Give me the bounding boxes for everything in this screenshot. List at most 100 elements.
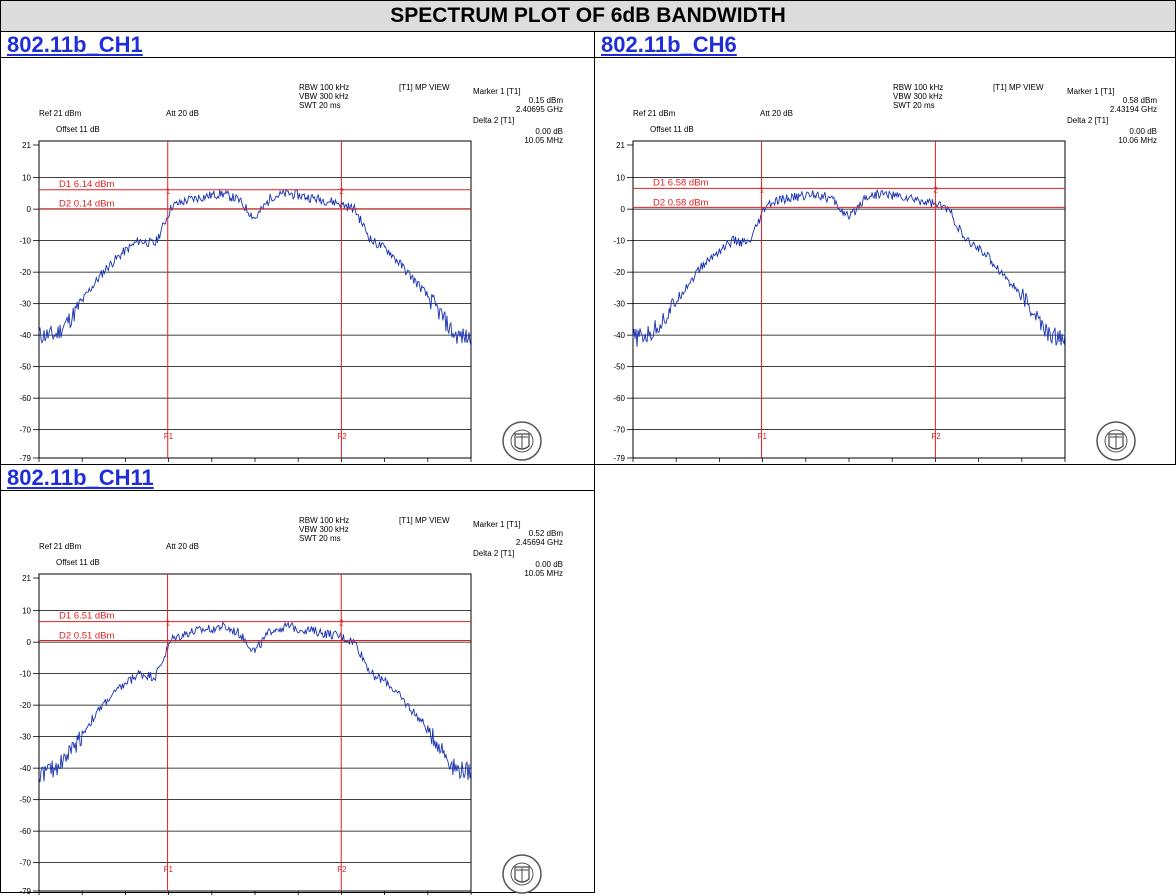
y-tick-label: -20 [19, 701, 31, 710]
y-tick-label: -70 [19, 859, 31, 868]
marker1-label: Marker 1 [T1] [1067, 87, 1115, 96]
delta2-level: 0.00 dB [535, 127, 563, 136]
offset-label: Offset 11 dB [56, 558, 100, 567]
f2-label: F2 [337, 432, 347, 441]
y-tick-label: 10 [22, 174, 31, 183]
channel-label: 802.11b_CH1 [7, 32, 143, 57]
ref-level-label: Ref 21 dBm [39, 542, 82, 551]
bv-shield-icon [1108, 433, 1124, 450]
label-divider [595, 57, 1175, 58]
bv-shield-icon [514, 866, 530, 883]
view-label: [T1] MP VIEW [993, 83, 1044, 92]
vbw-label: VBW 300 kHz [299, 92, 349, 101]
offset-label: Offset 11 dB [56, 125, 100, 134]
y-tick-label: -10 [613, 237, 625, 246]
f1-label: F1 [758, 432, 768, 441]
bv-cross-icon [516, 435, 528, 449]
bv-cross-icon [516, 868, 528, 882]
f2-label: F2 [931, 432, 941, 441]
y-tick-label: 0 [621, 205, 626, 214]
rbw-label: RBW 100 kHz [893, 83, 943, 92]
marker1-freq: 2.40695 GHz [516, 105, 563, 114]
marker1-freq: 2.45694 GHz [516, 538, 563, 547]
marker-2-label: 2 [339, 187, 344, 196]
f1-label: F1 [164, 432, 174, 441]
y-tick-label: -60 [19, 827, 31, 836]
y-tick-label: -20 [19, 268, 31, 277]
y-tick-label: -10 [19, 237, 31, 246]
marker1-level: 0.15 dBm [529, 96, 564, 105]
bv-shield-icon [514, 433, 530, 450]
vbw-label: VBW 300 kHz [893, 92, 943, 101]
y-tick-label: 0 [27, 205, 32, 214]
d1-label: D1 6.51 dBm [59, 611, 115, 622]
chart-cell-ch6: 802.11b_CH6 RBW 100 kHz VBW 300 kHz SWT 20… [594, 31, 1176, 465]
marker-1-label: 1 [166, 187, 171, 196]
d1-label: D1 6.58 dBm [653, 177, 709, 188]
marker-2-label: 2 [933, 185, 938, 194]
chart-cell-ch1: 802.11b_CH1 RBW 100 kHz VBW 300 kHz SWT 20… [0, 31, 595, 465]
marker1-freq: 2.43194 GHz [1110, 105, 1157, 114]
label-divider [1, 490, 594, 491]
f1-label: F1 [164, 865, 174, 874]
y-tick-label: -70 [19, 426, 31, 435]
y-tick-label: -10 [19, 670, 31, 679]
y-tick-label: 21 [616, 141, 625, 150]
spectrum-trace [38, 621, 472, 783]
d2-label: D2 0.14 dBm [59, 199, 115, 210]
delta2-freq: 10.05 MHz [524, 569, 563, 578]
delta2-label: Delta 2 [T1] [473, 116, 514, 125]
marker-2-label: 2 [339, 619, 344, 628]
y-tick-label: 21 [22, 141, 31, 150]
delta2-label: Delta 2 [T1] [1067, 116, 1108, 125]
y-tick-label: 10 [616, 174, 625, 183]
page-title: SPECTRUM PLOT OF 6dB BANDWIDTH [0, 0, 1176, 32]
y-tick-label: -40 [613, 331, 625, 340]
y-tick-label: -20 [613, 268, 625, 277]
marker1-label: Marker 1 [T1] [473, 87, 521, 96]
bureau-veritas-logo: BUREAUVERITAS [499, 854, 543, 896]
y-tick-label: -50 [19, 363, 31, 372]
delta2-freq: 10.06 MHz [1118, 136, 1157, 145]
attenuation-label: Att 20 dB [166, 109, 199, 118]
d2-label: D2 0.58 dBm [653, 197, 709, 208]
y-tick-label: -79 [19, 454, 31, 463]
d1-label: D1 6.14 dBm [59, 179, 115, 190]
bv-logo-top-text: BUREAU [499, 462, 545, 463]
spectrum-trace [38, 188, 472, 347]
y-tick-label: 10 [22, 607, 31, 616]
y-tick-label: -50 [613, 363, 625, 372]
y-tick-label: -30 [613, 300, 625, 309]
chart-cell-ch11: 802.11b_CH11 RBW 100 kHz VBW 300 kHz SWT 2… [0, 464, 595, 896]
y-tick-label: -40 [19, 331, 31, 340]
vbw-label: VBW 300 kHz [299, 525, 349, 534]
y-tick-label: -50 [19, 796, 31, 805]
delta2-freq: 10.05 MHz [524, 136, 563, 145]
bv-logo-top-text: BUREAU [1093, 462, 1139, 463]
marker-1-label: 1 [760, 185, 765, 194]
rbw-label: RBW 100 kHz [299, 516, 349, 525]
ref-level-label: Ref 21 dBm [39, 109, 82, 118]
bureau-veritas-logo: BUREAUVERITAS [499, 421, 545, 463]
view-label: [T1] MP VIEW [399, 83, 450, 92]
swt-label: SWT 20 ms [893, 101, 935, 110]
marker1-level: 0.52 dBm [529, 529, 564, 538]
swt-label: SWT 20 ms [299, 101, 341, 110]
delta2-level: 0.00 dB [535, 560, 563, 569]
y-tick-label: -70 [613, 426, 625, 435]
y-tick-label: -79 [19, 887, 31, 896]
y-tick-label: -60 [19, 394, 31, 403]
ref-level-label: Ref 21 dBm [633, 109, 676, 118]
channel-label: 802.11b_CH6 [601, 32, 737, 57]
swt-label: SWT 20 ms [299, 534, 341, 543]
marker1-level: 0.58 dBm [1123, 96, 1158, 105]
bv-cross-icon [1110, 435, 1122, 449]
spectrum-trace [632, 189, 1066, 347]
y-tick-label: -79 [613, 454, 625, 463]
view-label: [T1] MP VIEW [399, 516, 450, 525]
y-tick-label: -30 [19, 300, 31, 309]
